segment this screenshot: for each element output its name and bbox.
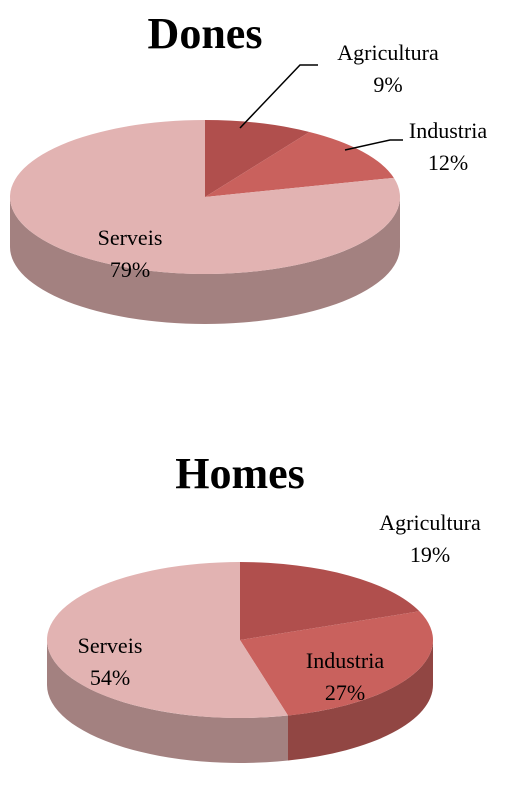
chart-title: Dones [148,9,263,58]
slice-label: Agricultura [379,510,481,535]
slice-label: Serveis [78,633,143,658]
slice-value-label: 54% [90,665,130,690]
slice-label: Serveis [98,225,163,250]
slice [240,611,434,716]
chart-title: Homes [175,449,305,498]
slice-side [287,640,433,761]
slice-value-label: 27% [325,680,365,705]
slice-value-label: 12% [428,150,468,175]
slice-label: Industria [306,648,384,673]
slice-side [47,640,288,763]
slice [205,131,394,197]
leader-line [344,139,403,151]
slice [205,120,310,197]
slice-label: Industria [409,118,487,143]
slice-value-label: 19% [410,542,450,567]
slice [10,120,400,274]
slice-label: Agricultura [337,40,439,65]
slice [240,562,420,640]
leader-line [239,64,318,129]
slice-value-label: 9% [373,72,402,97]
slice-side [10,197,400,324]
slice-value-label: 79% [110,257,150,282]
slice [47,562,288,718]
